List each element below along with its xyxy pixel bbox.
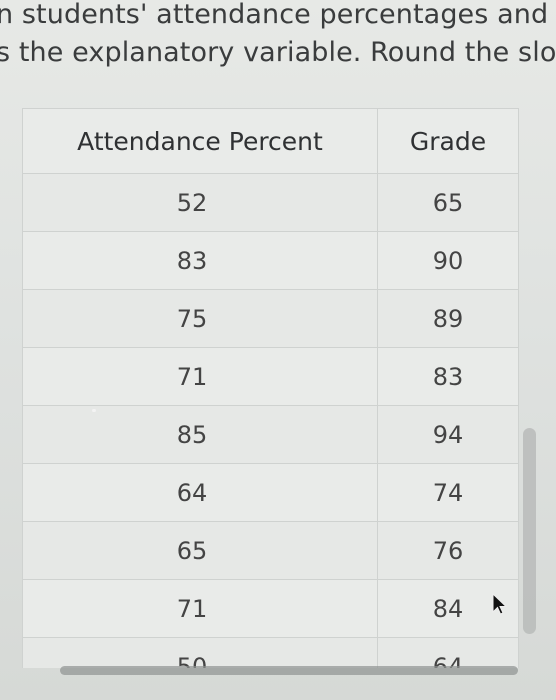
- table-row: 71 84: [22, 579, 519, 638]
- grade-cell: 90: [377, 231, 519, 290]
- question-text: n students' attendance percentages and t…: [0, 0, 556, 72]
- grade-cell: 94: [377, 405, 519, 464]
- attendance-cell: 50: [22, 637, 378, 668]
- table-row: 65 76: [22, 521, 519, 580]
- grade-cell: 65: [377, 173, 519, 232]
- attendance-cell: 71: [22, 579, 378, 638]
- question-line-2: s the explanatory variable. Round the sl…: [0, 37, 556, 68]
- table-row: 50 64: [22, 637, 519, 668]
- table-row: 75 89: [22, 289, 519, 348]
- table-header-row: Attendance Percent Grade: [22, 108, 519, 174]
- grade-cell: 89: [377, 289, 519, 348]
- column-header-attendance: Attendance Percent: [22, 108, 378, 174]
- attendance-cell: 85: [22, 405, 378, 464]
- grade-cell: 76: [377, 521, 519, 580]
- grade-cell: 83: [377, 347, 519, 406]
- attendance-cell: 83: [22, 231, 378, 290]
- grade-cell: 64: [377, 637, 519, 668]
- column-header-grade: Grade: [377, 108, 519, 174]
- table-row: 83 90: [22, 231, 519, 290]
- horizontal-scrollbar[interactable]: [60, 666, 518, 675]
- table-row: 52 65: [22, 173, 519, 232]
- table-row: 64 74: [22, 463, 519, 522]
- grade-cell: 74: [377, 463, 519, 522]
- table-row: 71 83: [22, 347, 519, 406]
- attendance-cell: 75: [22, 289, 378, 348]
- attendance-cell: 64: [22, 463, 378, 522]
- attendance-cell: 52: [22, 173, 378, 232]
- attendance-cell: 65: [22, 521, 378, 580]
- table-row: 85 94: [22, 405, 519, 464]
- data-table-container[interactable]: Attendance Percent Grade 52 65 83 90 75 …: [22, 108, 532, 668]
- mouse-pointer-icon: [492, 592, 508, 615]
- attendance-cell: 71: [22, 347, 378, 406]
- data-table: Attendance Percent Grade 52 65 83 90 75 …: [22, 108, 519, 668]
- question-line-1: n students' attendance percentages and t…: [0, 0, 556, 30]
- screen-glare-speck: [92, 409, 96, 412]
- vertical-scrollbar[interactable]: [523, 428, 536, 634]
